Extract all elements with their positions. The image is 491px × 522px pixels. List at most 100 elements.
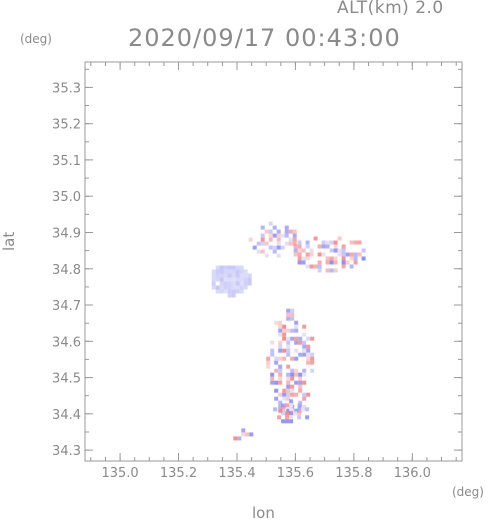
echo-cell	[329, 268, 334, 273]
y-tick-label: 34.8	[52, 263, 81, 278]
echo-cell	[282, 388, 287, 393]
echo-cell	[243, 281, 248, 286]
y-tick-label: 34.9	[52, 227, 81, 242]
echo-cell	[329, 240, 334, 245]
echo-cell	[288, 237, 293, 242]
echo-cell	[286, 396, 291, 401]
echo-cell	[286, 308, 291, 313]
echo-cell	[241, 432, 246, 437]
echo-cell	[219, 269, 224, 274]
echo-cell	[268, 245, 273, 250]
echo-cell	[298, 380, 303, 385]
echo-cell	[349, 240, 354, 245]
echo-cell	[333, 260, 338, 265]
echo-cell	[227, 269, 232, 274]
echo-cell	[235, 285, 240, 290]
timestamp-title: 2020/09/17 00:43:00	[128, 24, 401, 52]
echo-cell	[278, 368, 283, 373]
echo-cell	[297, 256, 302, 261]
y-axis-title: lat	[0, 231, 18, 251]
echo-cell	[289, 419, 294, 424]
echo-cell	[219, 273, 224, 278]
echo-cell	[266, 356, 271, 361]
echo-cell	[276, 229, 281, 234]
echo-cell	[302, 396, 307, 401]
echo-cell	[302, 392, 307, 397]
y-tick-label: 34.7	[52, 299, 81, 314]
echo-cell	[227, 285, 232, 290]
echo-cell	[289, 399, 294, 404]
echo-cell	[341, 264, 346, 269]
echo-cell	[305, 415, 310, 420]
echo-cell	[235, 289, 240, 294]
echo-cell	[245, 432, 250, 437]
echo-cell	[260, 225, 265, 230]
echo-cell	[349, 256, 354, 261]
echo-cell	[309, 252, 314, 257]
plot-frame	[84, 61, 463, 462]
echo-cell	[231, 293, 236, 298]
y-tick-label: 34.6	[52, 335, 81, 350]
echo-cell	[239, 273, 244, 278]
echo-cell	[215, 273, 220, 278]
echo-cell	[223, 269, 228, 274]
echo-cell	[313, 236, 318, 241]
echo-cell	[286, 352, 291, 357]
echo-cell	[247, 273, 252, 278]
echo-cell	[294, 368, 299, 373]
echo-cell	[227, 277, 232, 282]
echo-cell	[284, 225, 289, 230]
echo-cell	[321, 244, 326, 249]
echo-cell	[321, 252, 326, 257]
echo-cell	[301, 248, 306, 253]
echo-cell	[239, 265, 244, 270]
echo-cell	[277, 415, 282, 420]
echo-cell	[247, 281, 252, 286]
y-tick-label: 34.4	[52, 408, 81, 423]
echo-cell	[290, 308, 295, 313]
echo-cell	[306, 348, 311, 353]
echo-cell	[286, 336, 291, 341]
echo-cell	[256, 241, 261, 246]
echo-cell	[274, 360, 279, 365]
echo-cell	[361, 248, 366, 253]
echo-cell	[292, 229, 297, 234]
echo-cell	[306, 360, 311, 365]
echo-cell	[268, 237, 273, 242]
echo-cell	[298, 336, 303, 341]
echo-cell	[306, 344, 311, 349]
echo-cell	[282, 332, 287, 337]
echo-cell	[301, 260, 306, 265]
echo-cell	[278, 356, 283, 361]
echo-cell	[270, 352, 275, 357]
echo-layer	[211, 221, 366, 441]
echo-cell	[237, 436, 242, 441]
echo-cell	[248, 237, 253, 242]
echo-cell	[357, 240, 362, 245]
axis-ticks	[85, 62, 462, 461]
echo-cell	[282, 356, 287, 361]
echo-cell	[290, 328, 295, 333]
echo-cell	[270, 380, 275, 385]
echo-cell	[294, 408, 299, 413]
echo-cell	[290, 372, 295, 377]
echo-cell	[278, 364, 283, 369]
echo-cell	[211, 269, 216, 274]
echo-cell	[282, 336, 287, 341]
echo-cell	[353, 252, 358, 257]
echo-cell	[249, 432, 254, 437]
echo-cell	[282, 396, 287, 401]
echo-cell	[278, 376, 283, 381]
echo-cell	[285, 415, 290, 420]
echo-region-main-lower	[273, 399, 310, 424]
echo-cell	[329, 248, 334, 253]
echo-cell	[215, 289, 220, 294]
echo-cell	[333, 248, 338, 253]
echo-cell	[298, 372, 303, 377]
echo-cell	[357, 252, 362, 257]
echo-cell	[325, 244, 330, 249]
echo-cell	[286, 344, 291, 349]
echo-cell	[227, 273, 232, 278]
echo-cell	[290, 376, 295, 381]
echo-cell	[310, 368, 315, 373]
